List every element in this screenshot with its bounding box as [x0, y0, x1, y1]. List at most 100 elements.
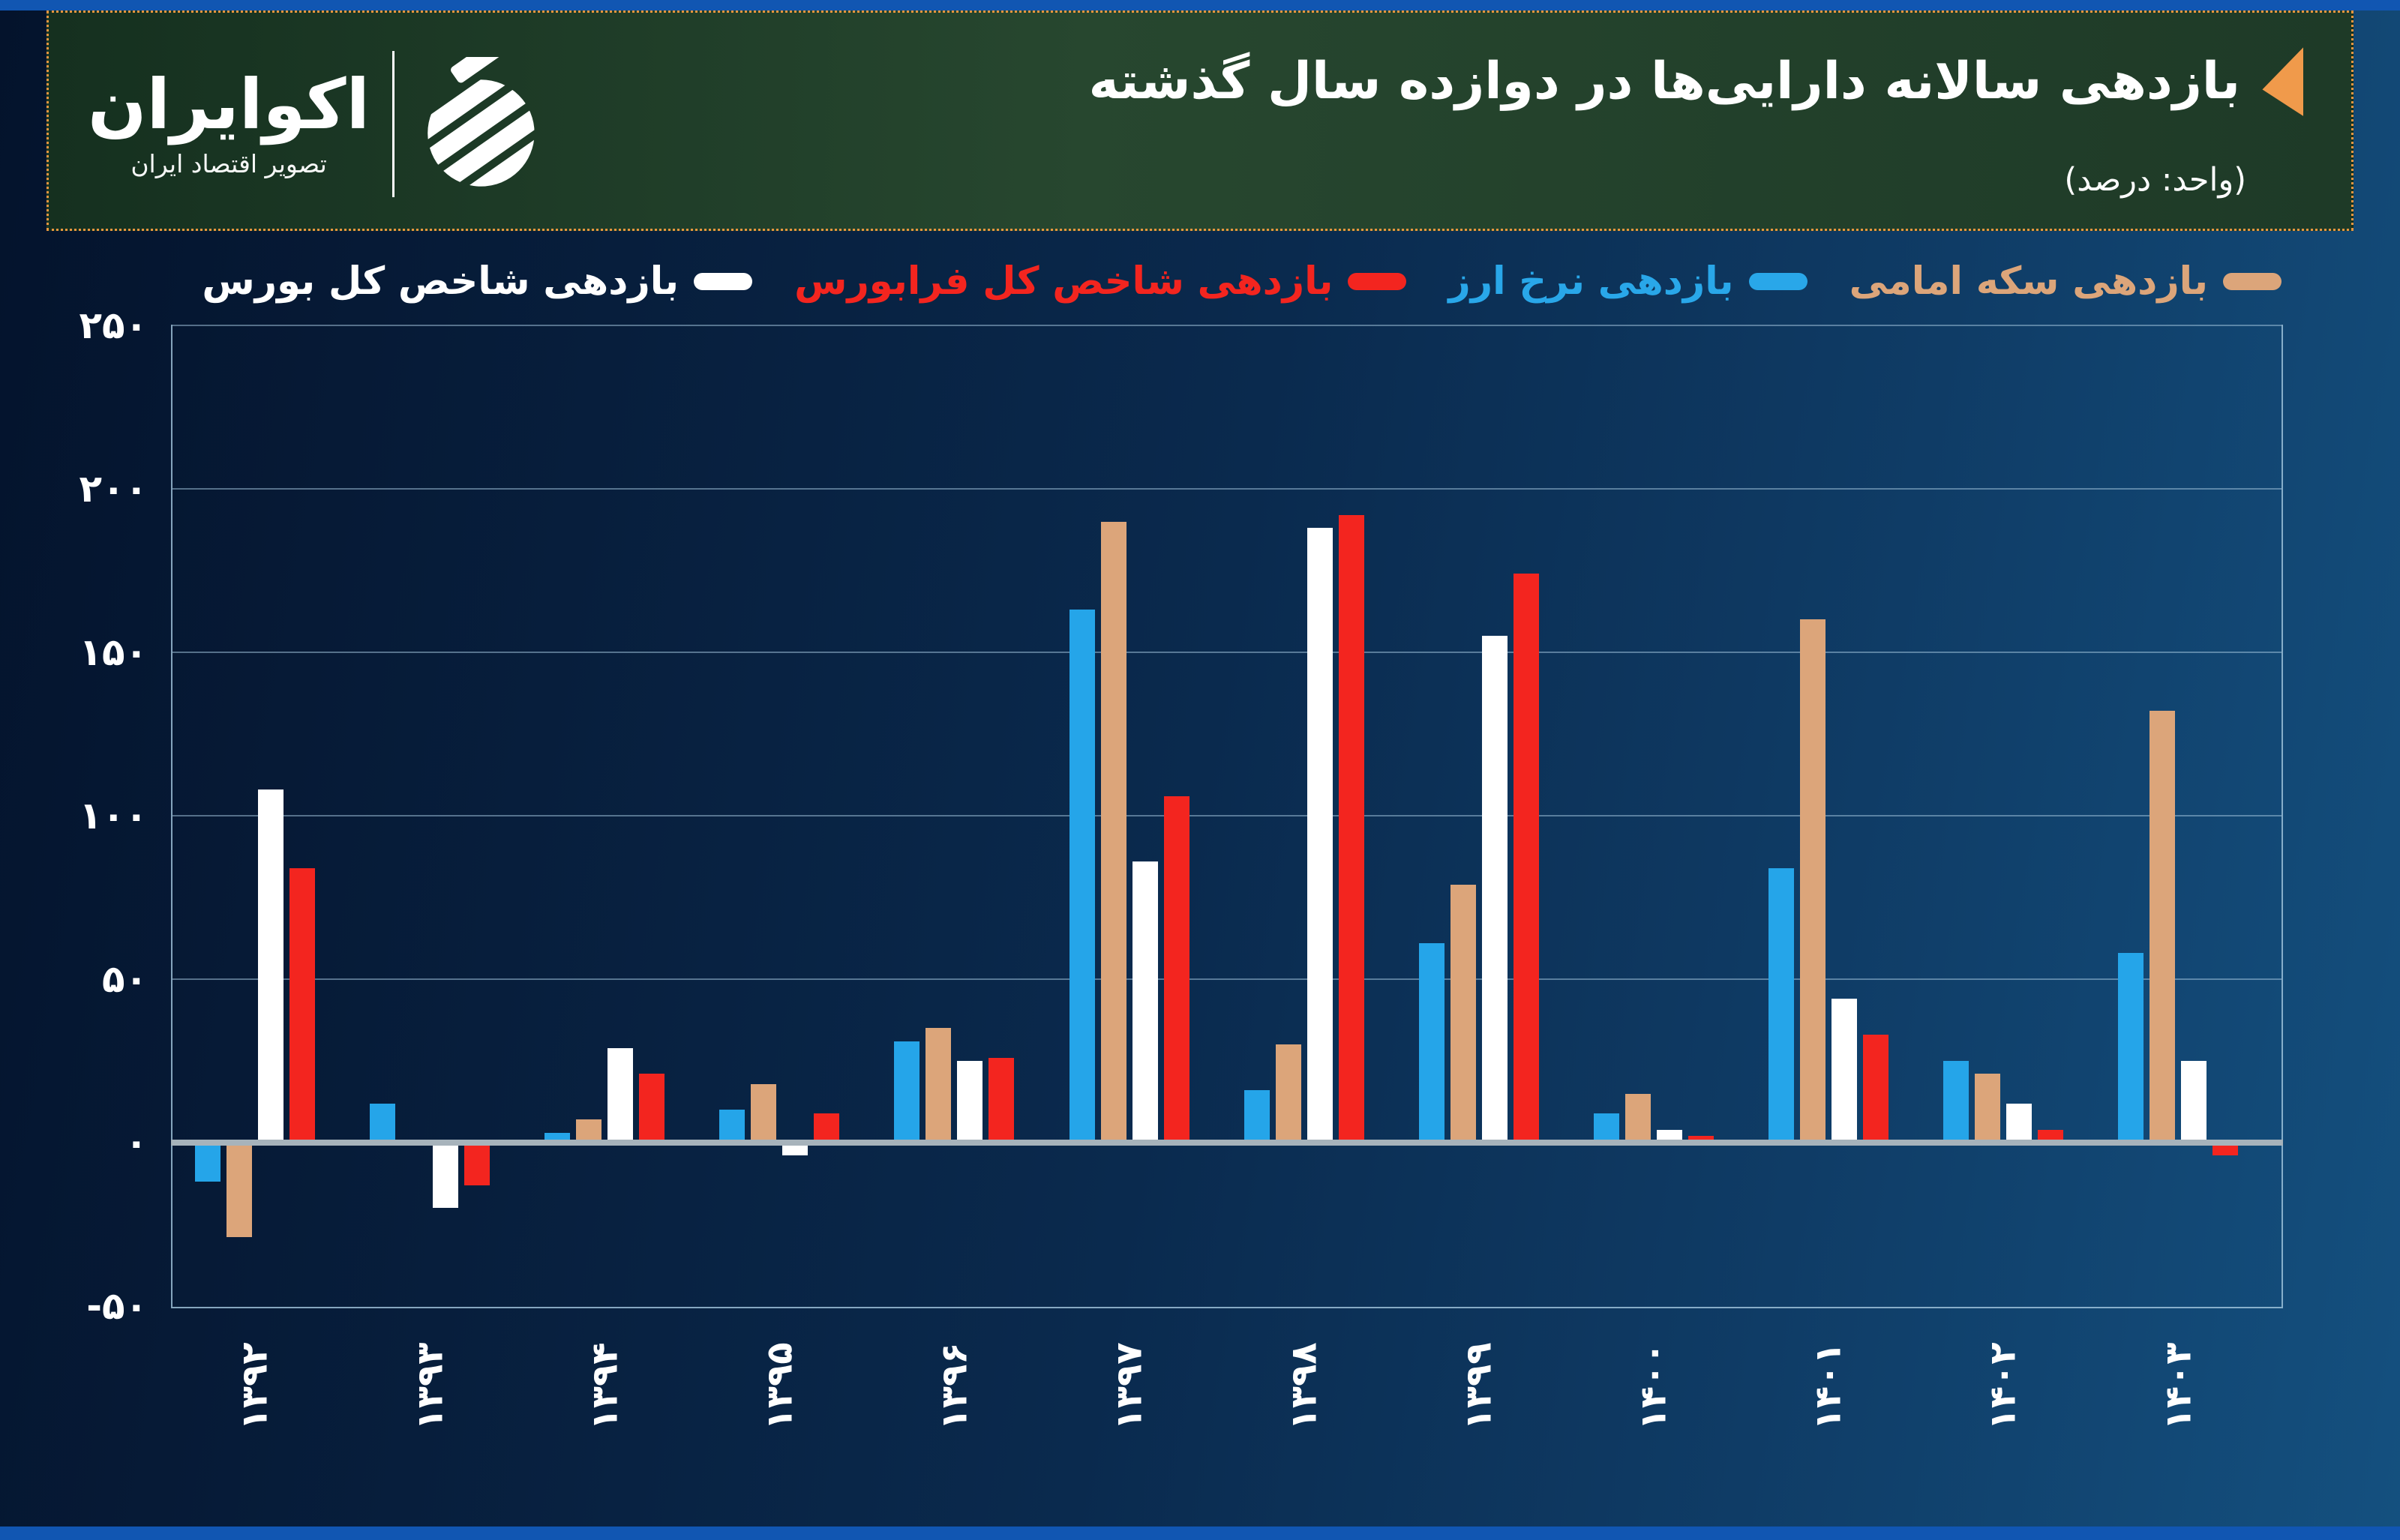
bar	[1593, 1113, 1619, 1143]
bar	[988, 1057, 1015, 1143]
gridline	[172, 325, 2282, 326]
bar	[464, 1143, 490, 1185]
logo-tagline: تصویر اقتصاد ایران	[130, 148, 327, 178]
x-axis-label-text: ۱۳۹۲	[234, 1341, 276, 1431]
x-axis-label-text: ۱۳۹۵	[758, 1341, 801, 1431]
x-axis-label: ۱۴۰۳	[2110, 1317, 2246, 1455]
bar	[782, 1143, 808, 1156]
x-axis-label-text: ۱۴۰۲	[1982, 1341, 2024, 1431]
bar	[2150, 711, 2176, 1143]
bar	[1244, 1090, 1270, 1143]
bar	[1862, 1035, 1888, 1143]
x-axis-label-text: ۱۳۹۸	[1282, 1341, 1325, 1431]
bottom-blue-strip	[0, 1527, 2400, 1540]
bar	[1306, 528, 1333, 1143]
bar	[1975, 1074, 2000, 1143]
bar	[1943, 1061, 1969, 1143]
bar	[1831, 999, 1857, 1143]
bar	[1768, 867, 1794, 1143]
legend-label-currency: بازدهی نرخ ارز	[1448, 259, 1734, 304]
bar	[1481, 636, 1508, 1143]
ecoiran-emblem-icon	[428, 57, 535, 187]
bar	[639, 1074, 665, 1143]
gridline	[172, 488, 2282, 490]
x-axis-label: ۱۳۹۵	[712, 1317, 847, 1455]
x-axis-label: ۱۳۹۸	[1237, 1317, 1372, 1455]
x-axis-label: ۱۴۰۱	[1761, 1317, 1896, 1455]
x-axis-label: ۱۳۹۴	[537, 1317, 672, 1455]
x-axis-label: ۱۴۰۲	[1936, 1317, 2071, 1455]
bar	[1513, 574, 1539, 1143]
x-axis-label: ۱۳۹۷	[1062, 1317, 1197, 1455]
x-axis-label: ۱۴۰۰	[1586, 1317, 1721, 1455]
bar	[195, 1143, 220, 1182]
bar	[894, 1041, 920, 1143]
header: اکوایران تصویر اقتصاد ایران بازدهی سالان…	[46, 10, 2354, 231]
bar	[814, 1113, 840, 1143]
x-axis-label: ۱۳۹۶	[886, 1317, 1022, 1455]
legend-item-bourse: بازدهی شاخص کل بورس	[202, 259, 753, 304]
logo-name: اکوایران	[88, 64, 370, 145]
bar	[370, 1103, 396, 1143]
bar	[926, 1028, 952, 1143]
x-axis-label-text: ۱۳۹۶	[933, 1341, 976, 1431]
bar	[2212, 1143, 2239, 1156]
gridline	[172, 815, 2282, 816]
top-blue-strip	[0, 0, 2400, 10]
bar	[1624, 1093, 1651, 1143]
bar	[576, 1119, 602, 1143]
bar	[2181, 1061, 2207, 1143]
y-axis-tick-label: ۲۵۰	[79, 304, 148, 347]
bar	[433, 1143, 459, 1209]
bar	[290, 867, 315, 1143]
x-axis-label-text: ۱۳۹۹	[1457, 1341, 1500, 1431]
y-axis-tick-label: ۱۵۰	[79, 631, 148, 674]
logo: اکوایران تصویر اقتصاد ایران	[88, 44, 550, 203]
bar	[608, 1047, 634, 1143]
x-axis-line	[171, 1307, 2283, 1308]
gridline	[172, 652, 2282, 653]
y-axis-tick-label: ۰	[124, 1121, 148, 1164]
bar	[1275, 1044, 1301, 1143]
y-axis-line	[171, 325, 172, 1307]
bar	[2038, 1129, 2063, 1143]
legend-swatch-bourse	[694, 273, 753, 290]
bar	[1100, 521, 1126, 1143]
unit-label: (واحد: درصد)	[2064, 161, 2246, 199]
x-axis-label: ۱۳۹۳	[362, 1317, 497, 1455]
legend-label-bourse: بازدهی شاخص کل بورس	[202, 259, 680, 304]
x-axis-label-text: ۱۴۰۳	[2157, 1341, 2200, 1431]
legend-label-coin: بازدهی سکه امامی	[1849, 259, 2208, 304]
title-row: بازدهی سالانه دارایی‌ها در دوازده سال گذ…	[1089, 43, 2303, 121]
x-axis-label-text: ۱۳۹۷	[1108, 1341, 1150, 1431]
plot-right-border	[2282, 325, 2283, 1307]
x-axis-label-text: ۱۳۹۴	[584, 1341, 626, 1431]
bar	[1069, 610, 1095, 1143]
bar	[258, 789, 284, 1143]
bar	[1418, 943, 1444, 1143]
x-axis-label: ۱۳۹۹	[1412, 1317, 1546, 1455]
legend-item-currency: بازدهی نرخ ارز	[1448, 259, 1808, 304]
zero-baseline	[171, 1140, 2283, 1146]
bar	[719, 1110, 746, 1143]
legend-label-farabourse: بازدهی شاخص کل فرابورس	[794, 259, 1334, 304]
bar	[2006, 1103, 2032, 1143]
bar	[1688, 1136, 1714, 1143]
bar	[2118, 953, 2144, 1143]
bar	[1132, 861, 1158, 1143]
y-axis-tick-label: ۲۰۰	[79, 467, 148, 511]
bar	[1656, 1129, 1682, 1143]
bar	[957, 1061, 983, 1143]
x-axis-label-text: ۱۴۰۱	[1807, 1341, 1850, 1431]
bar	[1450, 884, 1476, 1143]
logo-text: اکوایران تصویر اقتصاد ایران	[88, 69, 370, 178]
bar	[226, 1143, 252, 1238]
bar	[1338, 514, 1364, 1143]
gridline	[172, 978, 2282, 980]
legend-swatch-farabourse	[1348, 273, 1407, 290]
y-axis-tick-label: ۱۰۰	[79, 794, 148, 837]
legend-swatch-currency	[1748, 273, 1808, 290]
y-axis-tick-label: ۵۰	[101, 957, 148, 1001]
page-title: بازدهی سالانه دارایی‌ها در دوازده سال گذ…	[1088, 52, 2240, 112]
logo-separator	[392, 50, 395, 197]
